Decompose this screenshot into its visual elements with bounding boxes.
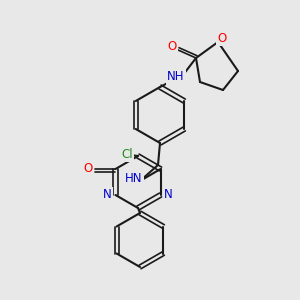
Text: O: O: [84, 163, 93, 176]
Text: HN: HN: [125, 172, 143, 185]
Text: Cl: Cl: [121, 148, 133, 160]
Text: NH: NH: [167, 70, 185, 83]
Text: N: N: [103, 188, 112, 202]
Text: O: O: [167, 40, 177, 53]
Text: N: N: [164, 188, 173, 202]
Text: O: O: [218, 32, 226, 44]
